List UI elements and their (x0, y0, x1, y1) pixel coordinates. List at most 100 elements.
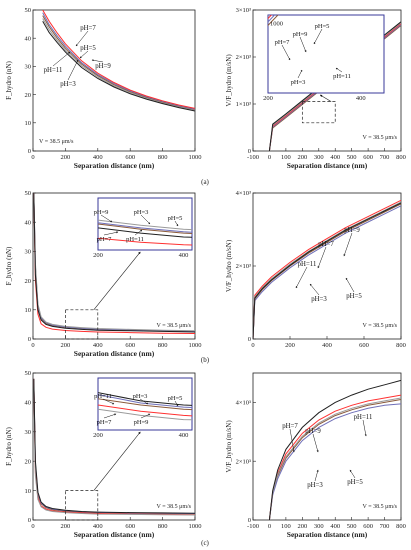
x-tick-label: 200 (61, 154, 71, 161)
a-left-series-ph-11 (42, 21, 195, 112)
x-tick-label: 200 (297, 523, 307, 530)
x-tick-label: 400 (330, 154, 340, 161)
series-annotation: pH=9 (293, 31, 308, 38)
plot-frame (32, 9, 196, 152)
velocity-note: V = 38.5 μm/s (157, 504, 192, 510)
y-tick-label: 50 (25, 190, 32, 197)
x-tick-label: 0 (251, 342, 254, 349)
x-tick-label: 400 (93, 523, 103, 530)
x-axis-label: Separation distance (nm) (287, 161, 368, 170)
y-tick-label: 1×10³ (236, 101, 251, 108)
x-tick-label: 200 (285, 342, 295, 349)
series-annotation: pH=11 (44, 67, 63, 74)
annotation-arrow (91, 59, 104, 63)
a-left-series-ph-9 (42, 18, 195, 111)
x-tick-label: 800 (396, 342, 406, 349)
y-tick-label: 30 (25, 64, 32, 71)
x-tick-label: 0 (268, 523, 271, 530)
y-tick-label: 2×10³ (236, 458, 251, 465)
c-right-series-ph-5 (268, 403, 401, 520)
series-annotation: pH=11 (94, 393, 112, 400)
annotation-arrow (139, 398, 149, 405)
series-annotation: pH=9 (94, 209, 109, 216)
annotation-arrow (362, 419, 367, 437)
series-annotation: pH=5 (168, 215, 183, 222)
zoom-arrow (319, 94, 332, 102)
a-left-series-ph-5 (42, 12, 195, 110)
y-tick-label: 0 (28, 148, 31, 155)
plot-frame (252, 372, 402, 521)
series-annotation: pH=7 (80, 25, 96, 32)
x-tick-label: 700 (380, 154, 390, 161)
x-tick-label: 0 (31, 523, 34, 530)
inset-x-tick-label: 400 (179, 432, 189, 439)
y-tick-label: 0 (28, 336, 31, 343)
y-tick-label: 50 (25, 7, 32, 14)
series-annotation: pH=11 (126, 236, 144, 243)
x-tick-label: 400 (322, 342, 332, 349)
inset-x-tick-label: 200 (93, 252, 103, 259)
series-annotation: pH=3 (60, 81, 76, 88)
annotation-arrow (100, 214, 113, 223)
series-annotation: pH=3 (291, 79, 306, 86)
y-tick-label: 0 (248, 148, 251, 155)
x-tick-label: 1000 (189, 523, 202, 530)
y-axis-label: V/F_hydro (m/sN) (225, 54, 233, 107)
annotation-arrow (295, 266, 308, 289)
x-tick-label: 600 (125, 342, 135, 349)
x-tick-label: 1000 (189, 342, 202, 349)
y-tick-label: 20 (25, 278, 32, 285)
c-right-series-ph-9 (268, 397, 401, 520)
annotation-arrow (299, 36, 307, 53)
b-left-series-ph-11 (33, 193, 195, 333)
y-tick-label: 20 (25, 92, 32, 99)
series-annotation: pH=7 (97, 419, 113, 426)
series-annotation: pH=5 (168, 395, 183, 402)
chart-b-right: 0 200 400 600 800 0 2×10³ 4×10³ V/F_hydro (m/sN)… (225, 190, 406, 349)
row-label-b: (b) (201, 356, 210, 364)
y-tick-label: 40 (25, 400, 32, 407)
annotation-arrow (349, 469, 356, 479)
x-tick-label: 600 (125, 154, 135, 161)
zoom-arrow (93, 251, 141, 310)
x-tick-label: 100 (281, 523, 291, 530)
velocity-note: V = 38.5 μm/s (363, 323, 398, 329)
inset-x-tick-label: 200 (93, 432, 103, 439)
inset-frame (267, 14, 385, 94)
x-axis-label: Separation distance (nm) (287, 530, 368, 539)
a-left-series-ph-3 (42, 15, 195, 110)
series-annotation: pH=7 (97, 236, 113, 243)
x-tick-label: 300 (314, 154, 324, 161)
series-annotation: pH=5 (346, 293, 362, 300)
b-right-series-ph-3 (253, 203, 401, 339)
x-tick-label: 700 (380, 523, 390, 530)
series-annotation: pH=3 (307, 482, 323, 489)
annotation-arrow (140, 214, 151, 225)
series-annotation: pH=5 (80, 45, 96, 52)
y-tick-label: 40 (25, 35, 32, 42)
annotation-arrow (52, 51, 71, 67)
zoom-region-box (65, 309, 99, 340)
y-tick-label: 50 (25, 370, 32, 377)
series-annotation: pH=9 (134, 419, 149, 426)
y-tick-label: 3×10³ (236, 7, 251, 14)
series-annotation: pH=3 (133, 393, 148, 400)
b-right-series-ph-9 (253, 201, 401, 339)
x-tick-label: 600 (125, 523, 135, 530)
series-annotation: pH=7 (318, 241, 334, 248)
x-tick-label: 300 (314, 523, 324, 530)
x-tick-label: 800 (396, 523, 406, 530)
x-tick-label: 800 (158, 523, 168, 530)
y-axis-label: F_hydro (nN) (5, 426, 13, 465)
x-axis-label: Separation distance (nm) (74, 530, 155, 539)
annotation-arrow (281, 44, 291, 61)
series-annotation: pH=11 (298, 261, 317, 268)
b-right-series-ph-11 (253, 202, 401, 339)
y-tick-label: 10 (25, 120, 32, 127)
chart-c-right: -100 0 100 200 300 400 500 600 700 80002×10³4×10³… (225, 372, 406, 539)
annotation-arrow (314, 469, 319, 482)
x-tick-label: -100 (247, 154, 259, 161)
c-left-series-ph-9 (33, 378, 195, 516)
row-label-a: (a) (201, 178, 209, 186)
x-tick-label: 800 (158, 154, 168, 161)
